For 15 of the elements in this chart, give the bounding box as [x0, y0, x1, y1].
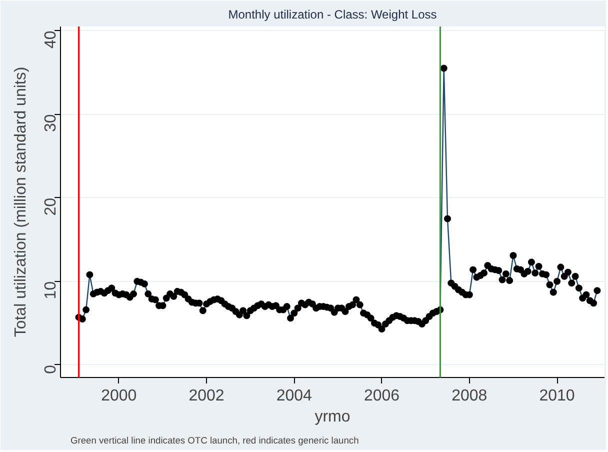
x-tick-label: 2000	[101, 388, 137, 404]
chart-title: Monthly utilization - Class: Weight Loss	[228, 8, 437, 22]
x-tick-label: 2004	[276, 388, 312, 404]
text: Green vertical line indicates OTC launch, red indicates generic launch	[70, 436, 359, 446]
y-tick-label: 20	[42, 198, 60, 216]
y-tick-label: 10	[42, 281, 60, 300]
x-tick-label: 2008	[452, 388, 488, 404]
x-axis-title: yrmo	[314, 408, 350, 426]
x-tick-label: 2006	[364, 388, 400, 404]
y-tick-label: 30	[42, 114, 60, 132]
y-tick-label: 0	[42, 364, 60, 374]
y-tick-label: 40	[42, 30, 60, 48]
y-axis-title: Total utilization (million standard units)	[12, 66, 30, 338]
x-tick-label: 2002	[188, 388, 224, 404]
x-tick-label: 2010	[539, 388, 575, 404]
